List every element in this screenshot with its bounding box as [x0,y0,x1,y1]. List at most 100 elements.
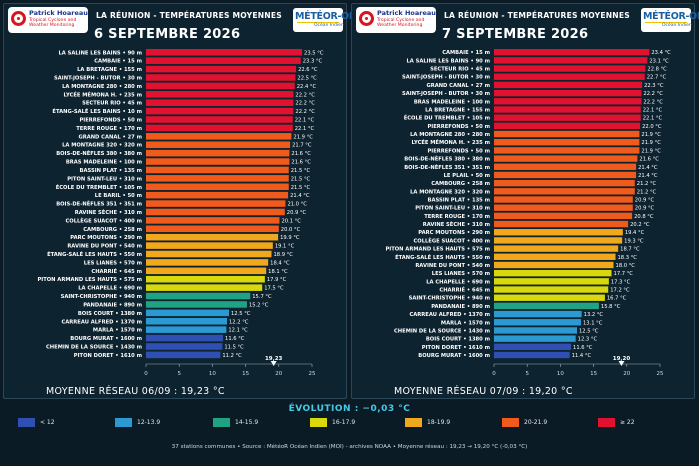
temperature-bar [494,106,641,113]
logo-name: Patrick Hoareau [377,9,436,17]
value-label: 22.3 °C [644,83,664,89]
station-label: CHARRIÉ • 645 m [91,267,142,275]
value-label: 15.7 °C [252,294,272,300]
station-label: LA MONTAGNE 320 • 320 m [410,189,490,195]
bar-chart-day1: LA SALINE LES BAINS • 90 m 23.5 °C CAMBAIE… [37,49,324,377]
value-label: 21.9 °C [641,132,661,138]
value-label: 21.9 °C [641,148,661,154]
x-tick-label: 10 [209,371,216,377]
value-label: 15.2 °C [249,302,269,308]
network-average-day2: MOYENNE RÉSEAU 07/09 : 19,20 °C [394,386,573,397]
station-label: BRAS MADELEINE • 100 m [414,99,490,105]
value-label: 19.4 °C [625,230,645,236]
temperature-bar [146,301,247,308]
temperature-bar [146,191,289,199]
x-tick-label: 25 [309,371,316,377]
station-label: PANDANAIE • 890 m [431,304,490,310]
temperature-bar [146,292,251,300]
evolution-label: ÉVOLUTION : −0,03 °C [288,404,411,414]
value-label: 15.8 °C [601,304,621,310]
value-label: 21.5 °C [291,168,311,174]
average-marker-label: 19,20 [613,356,631,362]
value-label: 21.0 °C [287,202,307,208]
value-label: 19.9 °C [280,235,300,241]
station-label: RAVINE SÈCHE • 310 m [75,208,142,216]
temperature-bar [146,107,294,115]
value-label: 22.2 °C [295,92,315,98]
meteor-oi-logo: MÉTÉOR-OI Océan Indien [293,8,352,32]
temperature-bar [494,351,570,359]
temperature-bar [494,179,635,187]
value-label: 16.7 °C [607,296,627,302]
legend-label: 20-21.9 [524,419,548,426]
station-label: CHEMIN DE LA SOURCE • 1430 m [394,328,490,334]
temperature-bar [494,49,650,56]
value-label: 23.1 °C [649,58,669,64]
temperature-bar [146,74,296,81]
temperature-bar [146,351,221,359]
temperature-bar [146,275,265,283]
legend-swatch [115,418,132,427]
x-tick-label: 15 [590,371,597,377]
value-label: 19.1 °C [275,244,295,250]
station-label: CAMBAIE • 15 m [442,50,490,56]
value-label: 21.4 °C [638,165,658,171]
station-label: BOIS COURT • 1380 m [426,337,490,343]
value-label: 17.5 °C [264,286,284,292]
station-label: LA SALINE LES BAINS • 90 m [406,58,490,64]
temperature-bar [146,141,291,149]
temperature-bar [146,65,297,73]
station-label: MARLA • 1570 m [93,328,142,334]
value-label: 22.0 °C [642,124,662,130]
temperature-bar [494,269,612,277]
value-label: 21.4 °C [290,193,310,199]
station-label: CHARRIÉ • 645 m [439,286,490,294]
station-label: CAMBOURG • 258 m [431,181,490,187]
temperature-bar [494,245,619,252]
temperature-bar [494,188,635,195]
temperature-bar [494,278,609,285]
station-label: BOIS COURT • 1380 m [78,311,142,317]
legend-label: 14-15.9 [235,419,259,426]
value-label: 22.2 °C [643,99,663,105]
station-label: MARLA • 1570 m [441,320,490,326]
value-label: 18.0 °C [616,263,636,269]
station-label: BASSIN PLAT • 135 m [79,168,142,174]
station-label: RAVINE DU PONT • 540 m [415,263,490,269]
footer-source: 37 stations communes • Source : MétéoR O… [171,444,528,450]
temperature-bar [146,233,279,241]
value-label: 20.9 °C [635,198,655,204]
station-label: LA BRETAGNE • 155 m [77,67,142,73]
station-label: RAVINE DU PONT • 540 m [67,244,142,250]
temperature-bar [494,220,629,228]
value-label: 20.0 °C [281,227,301,233]
value-label: 21.2 °C [637,189,657,195]
temperature-bar [494,65,646,72]
value-label: 22.8 °C [647,67,667,73]
value-label: 22.5 °C [297,75,317,81]
station-label: CARREAU ALFRED • 1370 m [409,312,490,318]
value-label: 21.4 °C [638,173,658,179]
station-label: ÉCOLE DU TREMBLET • 105 m [404,114,490,122]
meteor-logo-subtitle: Océan Indien [662,23,692,28]
value-label: 13.2 °C [584,312,604,318]
station-label: PARC MOUTONS • 290 m [70,235,142,241]
station-label: BOIS-DE-NÈFLES 380 • 380 m [56,149,142,157]
cyclone-icon [11,11,26,26]
station-label: ÉCOLE DU TREMBLET • 105 m [56,183,142,191]
value-label: 20.2 °C [630,222,650,228]
temperature-bar [146,317,228,325]
station-label: LE BARIL • 50 m [95,193,142,199]
value-label: 18.3 °C [618,255,638,261]
station-label: PITON DORET • 1610 m [422,345,490,351]
value-label: 17.7 °C [614,271,634,277]
station-label: LA BRETAGNE • 155 m [425,107,490,113]
temperature-bar [494,139,640,146]
temperature-bar [146,334,224,342]
temperature-bar [146,217,280,224]
temperature-bar [146,99,294,106]
x-tick-label: 20 [623,371,630,377]
value-label: 22.1 °C [643,107,663,113]
station-label: COLLÈGE SUACOT • 400 m [65,216,142,224]
temperature-bar [494,343,572,351]
